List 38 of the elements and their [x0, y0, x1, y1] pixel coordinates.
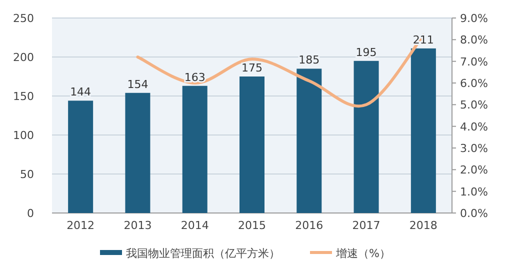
data-label: 154 [127, 78, 148, 91]
bar [68, 100, 94, 213]
bar [125, 92, 150, 213]
bar [296, 68, 322, 213]
data-label: 163 [184, 70, 206, 84]
y-tick-label: 100 [13, 129, 34, 142]
y2-tick-label: 0.0% [460, 207, 488, 220]
y2-tick-label: 2.0% [460, 164, 488, 177]
y2-tick-label: 3.0% [460, 142, 488, 155]
x-tick-label: 2016 [295, 219, 324, 232]
y-tick-label: 0 [27, 207, 34, 220]
x-tick-label: 2018 [409, 219, 438, 232]
y-tick-label: 250 [13, 12, 34, 25]
y-tick-label: 200 [13, 51, 34, 64]
legend-label: 增速（%） [335, 247, 390, 260]
y2-tick-label: 5.0% [460, 98, 488, 112]
data-label: 144 [70, 86, 92, 99]
x-tick-label: 2013 [124, 219, 152, 232]
bar [240, 76, 264, 213]
bar [182, 86, 208, 213]
y2-tick-label: 7.0% [460, 55, 488, 68]
y2-tick-label: 6.0% [460, 77, 488, 90]
y-tick-label: 50 [20, 168, 34, 181]
legend-label: 我国物业管理面积（亿平方米） [126, 247, 280, 260]
x-tick-label: 2015 [238, 219, 266, 232]
y2-tick-label: 1.0% [460, 185, 488, 198]
bar [410, 48, 436, 213]
x-tick-label: 2017 [352, 219, 380, 232]
bar [354, 60, 379, 213]
data-label: 195 [356, 46, 377, 59]
y2-tick-label: 8.0% [460, 34, 488, 47]
y-tick-label: 150 [13, 90, 34, 103]
y2-tick-label: 9.0% [460, 12, 488, 25]
x-tick-label: 2012 [66, 219, 95, 232]
data-label: 175 [242, 62, 262, 74]
data-label: 185 [298, 54, 320, 67]
x-tick-label: 2014 [180, 219, 209, 232]
y2-tick-label: 4.0% [460, 120, 488, 134]
